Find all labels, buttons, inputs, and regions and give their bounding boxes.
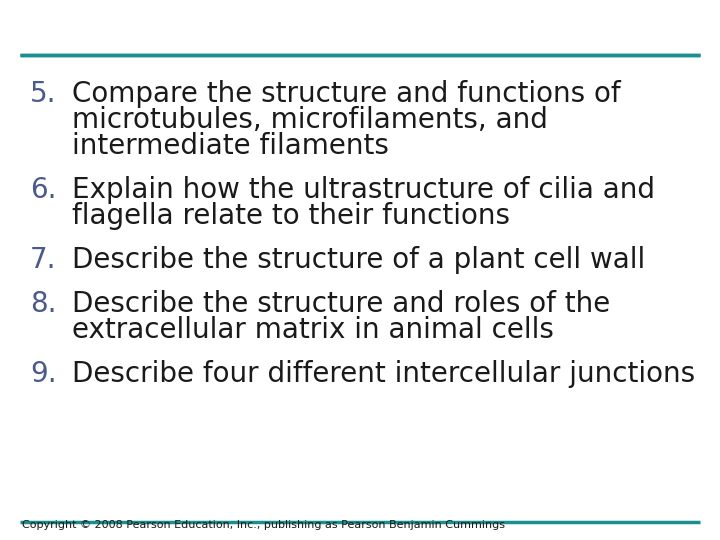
Text: intermediate filaments: intermediate filaments — [72, 132, 389, 160]
Text: microtubules, microfilaments, and: microtubules, microfilaments, and — [72, 106, 548, 134]
Text: Explain how the ultrastructure of cilia and: Explain how the ultrastructure of cilia … — [72, 176, 655, 204]
Text: Compare the structure and functions of: Compare the structure and functions of — [72, 80, 621, 108]
Text: 6.: 6. — [30, 176, 56, 204]
Text: flagella relate to their functions: flagella relate to their functions — [72, 202, 510, 230]
Text: extracellular matrix in animal cells: extracellular matrix in animal cells — [72, 316, 554, 344]
Text: Describe the structure of a plant cell wall: Describe the structure of a plant cell w… — [72, 246, 645, 274]
Text: 8.: 8. — [30, 290, 56, 318]
Text: Describe four different intercellular junctions: Describe four different intercellular ju… — [72, 360, 695, 388]
Text: 7.: 7. — [30, 246, 56, 274]
Text: 5.: 5. — [30, 80, 56, 108]
Text: 9.: 9. — [30, 360, 57, 388]
Text: Copyright © 2008 Pearson Education, Inc., publishing as Pearson Benjamin Cumming: Copyright © 2008 Pearson Education, Inc.… — [22, 520, 505, 530]
Text: Describe the structure and roles of the: Describe the structure and roles of the — [72, 290, 611, 318]
